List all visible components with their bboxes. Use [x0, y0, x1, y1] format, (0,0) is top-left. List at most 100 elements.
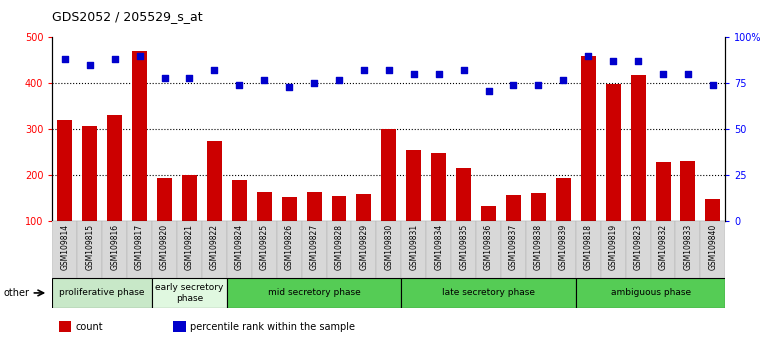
Bar	[52, 278, 152, 308]
Bar	[202, 221, 227, 278]
Point	[59, 56, 71, 62]
Bar	[631, 75, 645, 267]
Bar	[506, 195, 521, 267]
Text: other: other	[4, 288, 30, 298]
Bar	[227, 278, 401, 308]
Bar	[377, 221, 401, 278]
Bar	[556, 178, 571, 267]
Bar	[456, 169, 471, 267]
Bar	[182, 175, 197, 267]
Bar	[132, 51, 147, 267]
Bar	[481, 206, 496, 267]
Bar	[655, 162, 671, 267]
Text: GSM109829: GSM109829	[360, 224, 368, 270]
Point	[557, 77, 570, 82]
Text: percentile rank within the sample: percentile rank within the sample	[190, 322, 355, 332]
Point	[233, 82, 246, 88]
Bar	[82, 126, 97, 267]
Bar	[606, 84, 621, 267]
Bar	[326, 221, 351, 278]
Bar	[332, 196, 346, 267]
Bar	[501, 221, 526, 278]
Text: GSM109827: GSM109827	[310, 224, 319, 270]
Bar	[127, 221, 152, 278]
Bar	[551, 221, 576, 278]
Bar	[57, 120, 72, 267]
Text: GSM109825: GSM109825	[259, 224, 269, 270]
Text: count: count	[76, 322, 103, 332]
Point	[333, 77, 345, 82]
Point	[84, 62, 96, 68]
Bar	[306, 192, 322, 267]
Text: GSM109826: GSM109826	[285, 224, 293, 270]
Point	[433, 71, 445, 77]
Bar	[601, 221, 626, 278]
Bar	[701, 221, 725, 278]
Bar	[401, 278, 576, 308]
Bar	[173, 321, 186, 332]
Text: proliferative phase: proliferative phase	[59, 289, 145, 297]
Point	[383, 68, 395, 73]
Bar	[302, 221, 326, 278]
Text: ambiguous phase: ambiguous phase	[611, 289, 691, 297]
Bar	[276, 221, 302, 278]
Point	[133, 53, 146, 58]
Text: GSM109822: GSM109822	[210, 224, 219, 270]
Bar	[177, 221, 202, 278]
Bar	[651, 221, 675, 278]
Text: GSM109835: GSM109835	[459, 224, 468, 270]
Point	[507, 82, 520, 88]
Text: GSM109817: GSM109817	[135, 224, 144, 270]
Point	[283, 84, 296, 90]
Text: GSM109834: GSM109834	[434, 224, 444, 270]
Bar	[581, 56, 596, 267]
Point	[183, 75, 196, 80]
Bar	[476, 221, 501, 278]
Text: GSM109821: GSM109821	[185, 224, 194, 270]
Text: GSM109816: GSM109816	[110, 224, 119, 270]
Text: late secretory phase: late secretory phase	[442, 289, 535, 297]
Bar	[576, 278, 725, 308]
Point	[407, 71, 420, 77]
Text: GSM109840: GSM109840	[708, 224, 718, 270]
Bar	[675, 221, 701, 278]
Bar	[157, 178, 172, 267]
Bar	[152, 221, 177, 278]
Bar	[451, 221, 476, 278]
Bar	[526, 221, 551, 278]
Text: GSM109828: GSM109828	[334, 224, 343, 270]
Point	[632, 58, 644, 64]
Bar	[107, 115, 122, 267]
Text: GSM109824: GSM109824	[235, 224, 244, 270]
Point	[159, 75, 171, 80]
Text: GSM109831: GSM109831	[410, 224, 418, 270]
Bar	[431, 153, 446, 267]
Point	[208, 68, 220, 73]
Point	[308, 80, 320, 86]
Bar	[52, 221, 77, 278]
Text: mid secretory phase: mid secretory phase	[268, 289, 360, 297]
Text: GSM109839: GSM109839	[559, 224, 567, 270]
Text: GSM109818: GSM109818	[584, 224, 593, 270]
Bar	[531, 193, 546, 267]
Point	[657, 71, 669, 77]
Bar	[102, 221, 127, 278]
Text: GSM109832: GSM109832	[658, 224, 668, 270]
Point	[532, 82, 544, 88]
Bar	[407, 150, 421, 267]
Bar	[681, 160, 695, 267]
Bar	[59, 321, 71, 332]
Point	[358, 68, 370, 73]
Text: GSM109838: GSM109838	[534, 224, 543, 270]
Bar	[252, 221, 276, 278]
Bar	[381, 129, 397, 267]
Text: GSM109837: GSM109837	[509, 224, 518, 270]
Point	[109, 56, 121, 62]
Bar	[576, 221, 601, 278]
Text: GSM109830: GSM109830	[384, 224, 393, 270]
Bar	[401, 221, 427, 278]
Bar	[77, 221, 102, 278]
Text: GSM109823: GSM109823	[634, 224, 643, 270]
Point	[607, 58, 619, 64]
Text: GSM109819: GSM109819	[608, 224, 618, 270]
